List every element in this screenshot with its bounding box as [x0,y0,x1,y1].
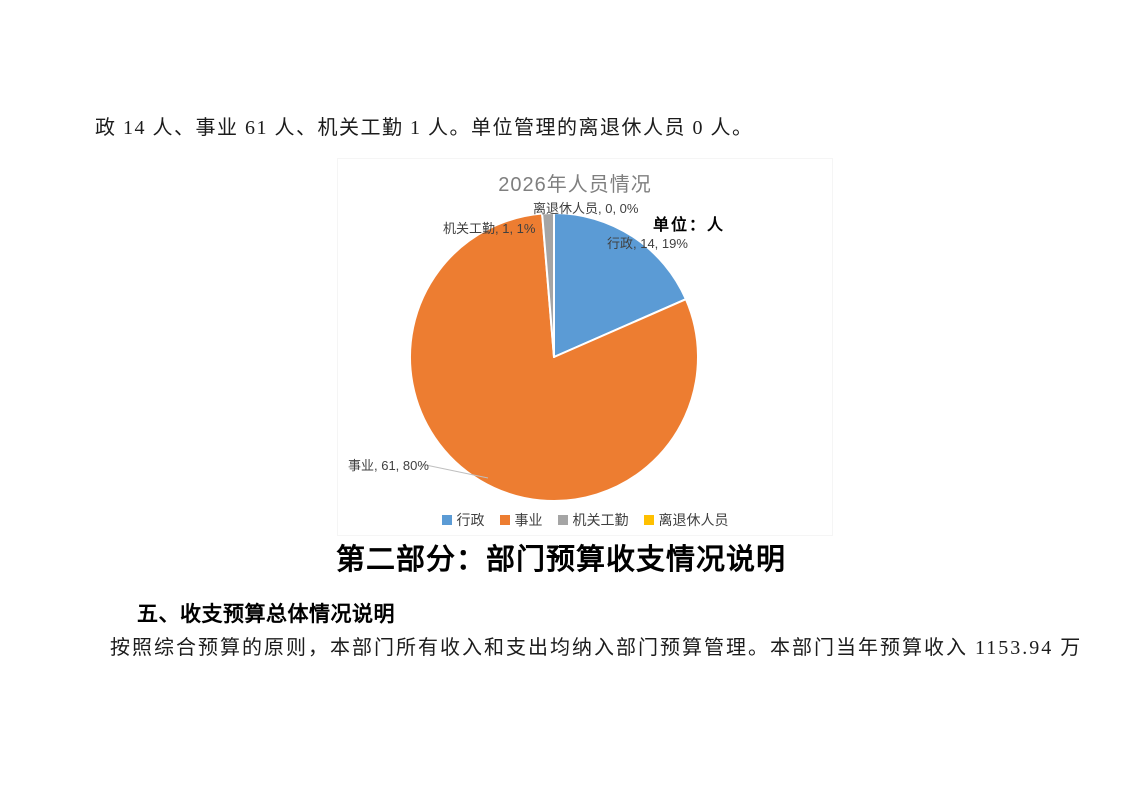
legend-item-administrative: 行政 [441,510,485,530]
legend-label-administrative: 行政 [456,512,485,528]
legend-label-public-institution: 事业 [514,512,543,528]
personnel-pie-chart: 2026年人员情况 离退休人员, 0, 0% 机关工勤, 1, 1% 单位：人 … [337,158,833,536]
legend-item-public-institution: 事业 [499,510,543,530]
legend-swatch-administrative [441,515,452,525]
section-heading: 第二部分：部门预算收支情况说明 [335,544,786,576]
pie-slice-行政 [553,212,687,358]
chart-title: 2026年人员情况 [498,174,652,196]
legend-swatch-logistics-workers [557,515,568,525]
unit-label: 单位：人 [653,217,726,234]
data-label-public-institution: 事业, 61, 80% [348,458,429,473]
intro-paragraph: 政 14 人、事业 61 人、机关工勤 1 人。单位管理的离退休人员 0 人。 [95,117,754,139]
chart-legend: 行政 事业 机关工勤 离退休人员 [338,510,832,530]
pie-slice-机关工勤 [541,211,555,358]
legend-item-retirees: 离退休人员 [643,510,729,530]
legend-label-logistics-workers: 机关工勤 [572,512,629,528]
body-paragraph: 按照综合预算的原则，本部门所有收入和支出均纳入部门预算管理。本部门当年预算收入 … [110,637,1083,659]
data-label-retirees: 离退休人员, 0, 0% [533,201,639,216]
legend-label-retirees: 离退休人员 [658,512,729,528]
pie-graphic [409,211,699,502]
leader-line [420,463,489,479]
legend-swatch-public-institution [499,515,510,525]
data-label-administrative: 行政, 14, 19% [607,236,688,251]
data-label-logistics-workers: 机关工勤, 1, 1% [443,221,536,236]
legend-item-logistics-workers: 机关工勤 [557,510,629,530]
legend-swatch-retirees [643,515,654,525]
subsection-heading: 五、收支预算总体情况说明 [137,603,395,626]
